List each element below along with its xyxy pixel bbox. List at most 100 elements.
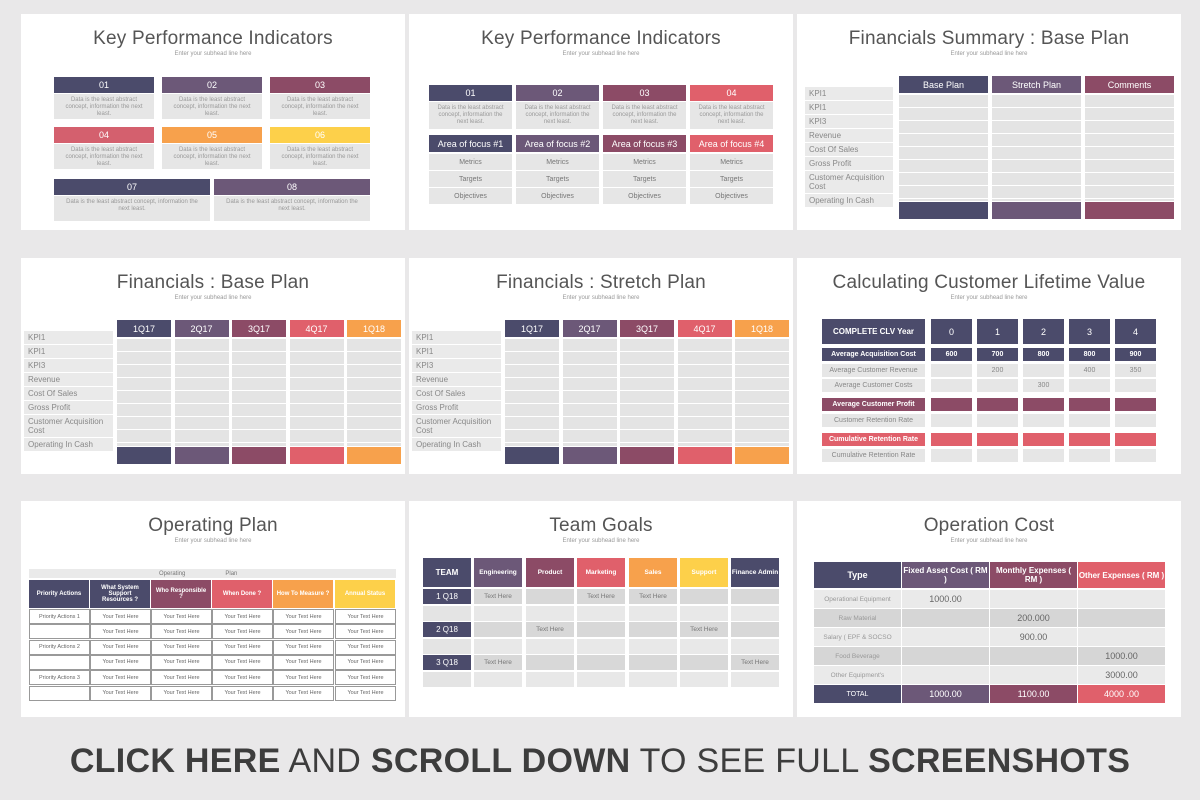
quarter-header: 2Q17	[562, 320, 617, 337]
slide-financials-stretch[interactable]: Financials : Stretch Plan Enter your sub…	[409, 258, 793, 474]
row-label: Operating In Cash	[24, 438, 113, 451]
team-cell	[629, 605, 677, 621]
clv-year-header: COMPLETE CLV Year	[822, 319, 925, 344]
clv-value: 800	[1069, 348, 1110, 361]
team-cell	[680, 589, 728, 604]
quarter-footer	[289, 447, 344, 464]
row-label: KPI1	[24, 331, 113, 344]
team-cell	[731, 605, 779, 621]
column-body	[1085, 95, 1174, 201]
slide-subtitle: Enter your subhead line here	[950, 295, 1028, 301]
column-body	[992, 95, 1081, 201]
quarter-footer	[620, 447, 674, 464]
cost-value	[990, 590, 1077, 608]
area-of-focus-2: Area of focus #2	[516, 135, 599, 152]
slide-kpi-grid[interactable]: Key Performance Indicators Enter your su…	[21, 14, 405, 230]
clv-value	[1115, 414, 1156, 427]
plan-cell: Your Text Here	[273, 685, 334, 701]
row-label: Revenue	[24, 373, 113, 386]
plan-cell: Your Text Here	[335, 670, 396, 686]
footer-text-and: AND	[280, 742, 371, 780]
clv-value	[977, 449, 1018, 462]
band-label: Operating	[159, 570, 186, 577]
plan-cell: Your Text Here	[212, 639, 273, 655]
focus-row-label: Objectives	[603, 188, 686, 204]
quarter-body	[735, 339, 789, 446]
team-cell	[629, 671, 677, 687]
slide-kpi-focus[interactable]: Key Performance Indicators Enter your su…	[409, 14, 793, 230]
cost-value: 1000.00	[1078, 647, 1165, 665]
slide-financials-base[interactable]: Financials : Base Plan Enter your subhea…	[21, 258, 405, 474]
slide-clv[interactable]: Calculating Customer Lifetime Value Ente…	[797, 258, 1181, 474]
clv-value: 600	[931, 348, 972, 361]
focus-row-label: Metrics	[516, 154, 599, 170]
team-column-header: Finance Admin	[731, 558, 779, 587]
team-cell	[577, 622, 625, 637]
clv-value	[1023, 414, 1064, 427]
quarter-footer	[735, 447, 789, 464]
column-footer	[899, 202, 988, 219]
team-cell	[577, 671, 625, 687]
row-label: Customer Acquisition Cost	[412, 415, 501, 437]
quarter-body	[677, 339, 732, 446]
slide-subtitle: Enter your subhead line here	[950, 538, 1028, 544]
clv-value	[931, 364, 972, 377]
team-column-header: Marketing	[577, 558, 625, 587]
slide-operating-plan[interactable]: Operating Plan Enter your subhead line h…	[21, 501, 405, 717]
kpi-number-3: 03	[603, 85, 686, 101]
quarter-body	[347, 339, 401, 446]
team-cell: Text Here	[629, 589, 677, 604]
kpi-description: Data is the least abstract concept, info…	[54, 144, 154, 169]
clv-value: 350	[1115, 364, 1156, 377]
row-label: Revenue	[412, 373, 501, 386]
team-cell	[577, 638, 625, 654]
team-cell	[629, 655, 677, 670]
plan-cell: Your Text Here	[90, 670, 151, 686]
row-label: Cost Of Sales	[805, 143, 893, 156]
team-column-header: Product	[526, 558, 574, 587]
plan-cell: Your Text Here	[90, 685, 151, 701]
clv-value: 400	[1069, 364, 1110, 377]
row-label: KPI1	[412, 345, 501, 358]
team-cell	[474, 638, 522, 654]
row-label: Gross Profit	[805, 157, 893, 170]
plan-cell: Your Text Here	[335, 639, 396, 655]
slide-title: Operation Cost	[923, 515, 1055, 536]
footer-scroll-down: SCROLL DOWN	[370, 742, 631, 780]
footer-screenshots: SCREENSHOTS	[868, 742, 1131, 780]
cost-column-header: Other Expenses ( RM )	[1078, 562, 1165, 588]
team-cell	[680, 605, 728, 621]
kpi-description: Data is the least abstract concept, info…	[270, 94, 370, 119]
focus-row-label: Targets	[429, 171, 512, 187]
quarter-header: 3Q17	[232, 320, 286, 337]
clv-row-label: Average Customer Profit	[822, 398, 925, 411]
plan-cell: Your Text Here	[212, 609, 273, 624]
focus-row-label: Objectives	[690, 188, 773, 204]
slide-financials-summary[interactable]: Financials Summary : Base Plan Enter you…	[797, 14, 1181, 230]
clv-value: 200	[977, 364, 1018, 377]
cost-value	[1078, 628, 1165, 646]
team-cell: Text Here	[526, 622, 574, 637]
kpi-description: Data is the least abstract concept, info…	[54, 196, 210, 221]
kpi-description: Data is the least abstract concept, info…	[429, 102, 512, 129]
team-cell	[680, 671, 728, 687]
quarter-body	[117, 339, 171, 446]
cost-column-header: Monthly Expenses ( RM )	[990, 562, 1077, 588]
footer-cta[interactable]: CLICK HERE AND SCROLL DOWN TO SEE FULL S…	[0, 742, 1200, 781]
team-cell	[526, 605, 574, 621]
footer-click-here[interactable]: CLICK HERE	[69, 742, 281, 780]
clv-value	[1115, 398, 1156, 411]
cost-type: Raw Material	[814, 609, 901, 627]
row-label: Customer Acquisition Cost	[24, 415, 113, 437]
cost-value	[902, 647, 989, 665]
plan-column-header: How To Measure ?	[273, 580, 334, 608]
row-label: Cost Of Sales	[412, 387, 501, 400]
plan-column-header: What System Support Resources ?	[90, 580, 151, 608]
slide-team-goals[interactable]: Team Goals Enter your subhead line here …	[409, 501, 793, 717]
slide-title: Calculating Customer Lifetime Value	[832, 272, 1146, 293]
team-cell	[577, 605, 625, 621]
clv-row-label: Average Customer Revenue	[822, 364, 925, 377]
focus-row-label: Objectives	[516, 188, 599, 204]
slide-operation-cost[interactable]: Operation Cost Enter your subhead line h…	[797, 501, 1181, 717]
column-footer	[1085, 202, 1174, 219]
